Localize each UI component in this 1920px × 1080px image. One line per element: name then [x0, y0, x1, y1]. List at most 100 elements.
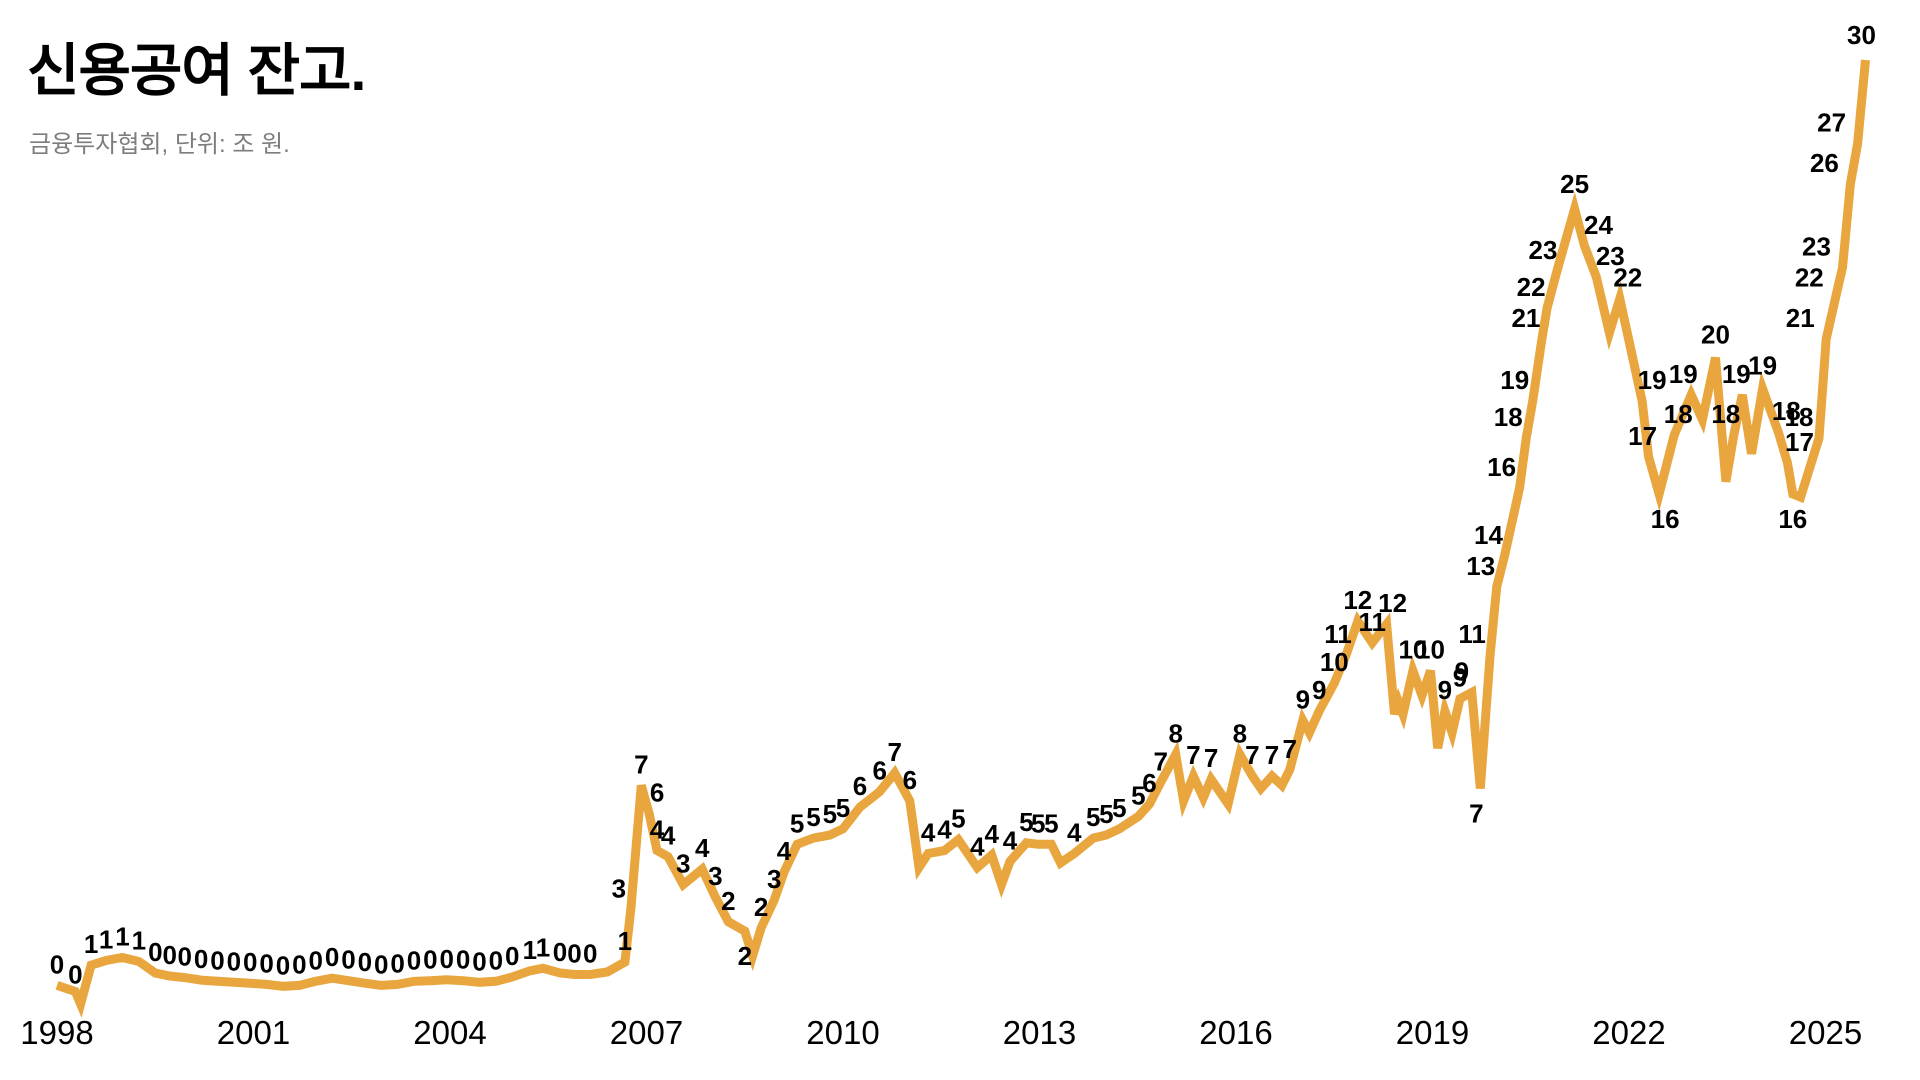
data-label: 4: [937, 815, 952, 845]
data-label: 7: [887, 737, 901, 767]
data-label: 1: [536, 932, 550, 962]
data-label: 0: [227, 946, 241, 976]
data-label: 4: [695, 833, 710, 863]
data-label: 7: [1265, 740, 1279, 770]
x-axis-label: 2001: [217, 1014, 290, 1051]
data-label: 13: [1466, 551, 1495, 581]
data-label: 30: [1847, 20, 1876, 50]
data-label: 11: [1324, 619, 1352, 649]
data-label: 0: [148, 937, 162, 967]
data-label: 0: [456, 945, 470, 975]
data-label: 18: [1772, 396, 1801, 426]
data-label: 18: [1711, 399, 1740, 429]
data-label: 0: [177, 942, 191, 972]
chart-source-note: 금융투자협회, 단위: 조 원.: [29, 130, 290, 158]
data-label: 6: [853, 771, 867, 801]
data-label: 6: [903, 765, 917, 795]
data-label: 0: [194, 944, 208, 974]
data-label: 19: [1722, 359, 1751, 389]
data-label: 4: [777, 836, 792, 866]
data-label: 5: [1019, 807, 1033, 837]
data-label: 0: [553, 937, 567, 967]
data-label: 22: [1517, 272, 1546, 302]
data-label: 2: [738, 941, 752, 971]
data-label: 1: [115, 922, 129, 952]
data-label: 0: [583, 939, 597, 969]
data-label: 10: [1416, 635, 1445, 665]
data-label: 4: [984, 819, 999, 849]
data-label: 8: [1233, 718, 1247, 748]
data-label: 4: [921, 818, 936, 848]
data-label: 22: [1613, 263, 1642, 293]
data-label: 27: [1817, 108, 1846, 138]
data-label: 3: [767, 864, 781, 894]
data-label: 1: [84, 929, 98, 959]
data-label: 0: [292, 949, 306, 979]
chart-title: 신용공여 잔고.: [27, 39, 366, 103]
x-axis-label: 2010: [806, 1014, 879, 1051]
data-label: 7: [1186, 740, 1200, 770]
data-label: 5: [951, 804, 965, 834]
x-axis-label: 2004: [413, 1014, 486, 1051]
data-label: 5: [836, 793, 850, 823]
data-label: 9: [1455, 656, 1469, 686]
x-axis-label: 2016: [1199, 1014, 1272, 1051]
data-label: 4: [661, 821, 676, 851]
data-label: 7: [1153, 746, 1167, 776]
data-label: 1: [523, 935, 537, 965]
x-axis-label: 1998: [20, 1014, 93, 1051]
data-label: 0: [50, 949, 64, 979]
data-label: 0: [567, 939, 581, 969]
data-label: 1: [99, 925, 113, 955]
x-axis-label: 2019: [1396, 1014, 1469, 1051]
data-label: 4: [970, 832, 985, 862]
data-label: 9: [1312, 675, 1326, 705]
data-label: 5: [790, 808, 804, 838]
data-label: 10: [1398, 635, 1427, 665]
data-label: 8: [1168, 718, 1182, 748]
data-label: 12: [1343, 585, 1372, 615]
data-label: 0: [308, 945, 322, 975]
data-label: 5: [1112, 793, 1126, 823]
data-label: 0: [259, 948, 273, 978]
data-label: 2: [721, 886, 735, 916]
data-label: 20: [1701, 320, 1730, 350]
data-label: 21: [1786, 303, 1815, 333]
data-label: 5: [1099, 799, 1113, 829]
data-label: 5: [1131, 780, 1145, 810]
data-label: 6: [1142, 768, 1156, 798]
data-label: 16: [1487, 452, 1516, 482]
data-label: 0: [489, 945, 503, 975]
data-label: 0: [374, 949, 388, 979]
data-label: 23: [1802, 232, 1831, 262]
data-label: 23: [1529, 235, 1558, 265]
data-label: 3: [612, 873, 626, 903]
data-label: 0: [341, 945, 355, 975]
data-label: 0: [210, 945, 224, 975]
data-label: 22: [1795, 263, 1824, 293]
data-label: 4: [1003, 825, 1018, 855]
data-label: 0: [358, 947, 372, 977]
data-label: 7: [1245, 740, 1259, 770]
data-label: 9: [1438, 675, 1452, 705]
data-label: 17: [1785, 427, 1814, 457]
data-label: 26: [1810, 148, 1839, 178]
data-label: 16: [1651, 504, 1680, 534]
data-label: 0: [68, 960, 82, 990]
data-label: 5: [1044, 808, 1058, 838]
data-label: 0: [423, 945, 437, 975]
data-label: 14: [1474, 520, 1503, 550]
data-label: 18: [1785, 402, 1814, 432]
data-label: 0: [243, 947, 257, 977]
data-label: 0: [162, 940, 176, 970]
data-label: 0: [325, 942, 339, 972]
data-label: 9: [1296, 684, 1310, 714]
data-label: 7: [1469, 799, 1483, 829]
data-label: 18: [1664, 399, 1693, 429]
data-label: 5: [1086, 802, 1100, 832]
data-label: 6: [872, 756, 886, 786]
data-label: 0: [472, 946, 486, 976]
